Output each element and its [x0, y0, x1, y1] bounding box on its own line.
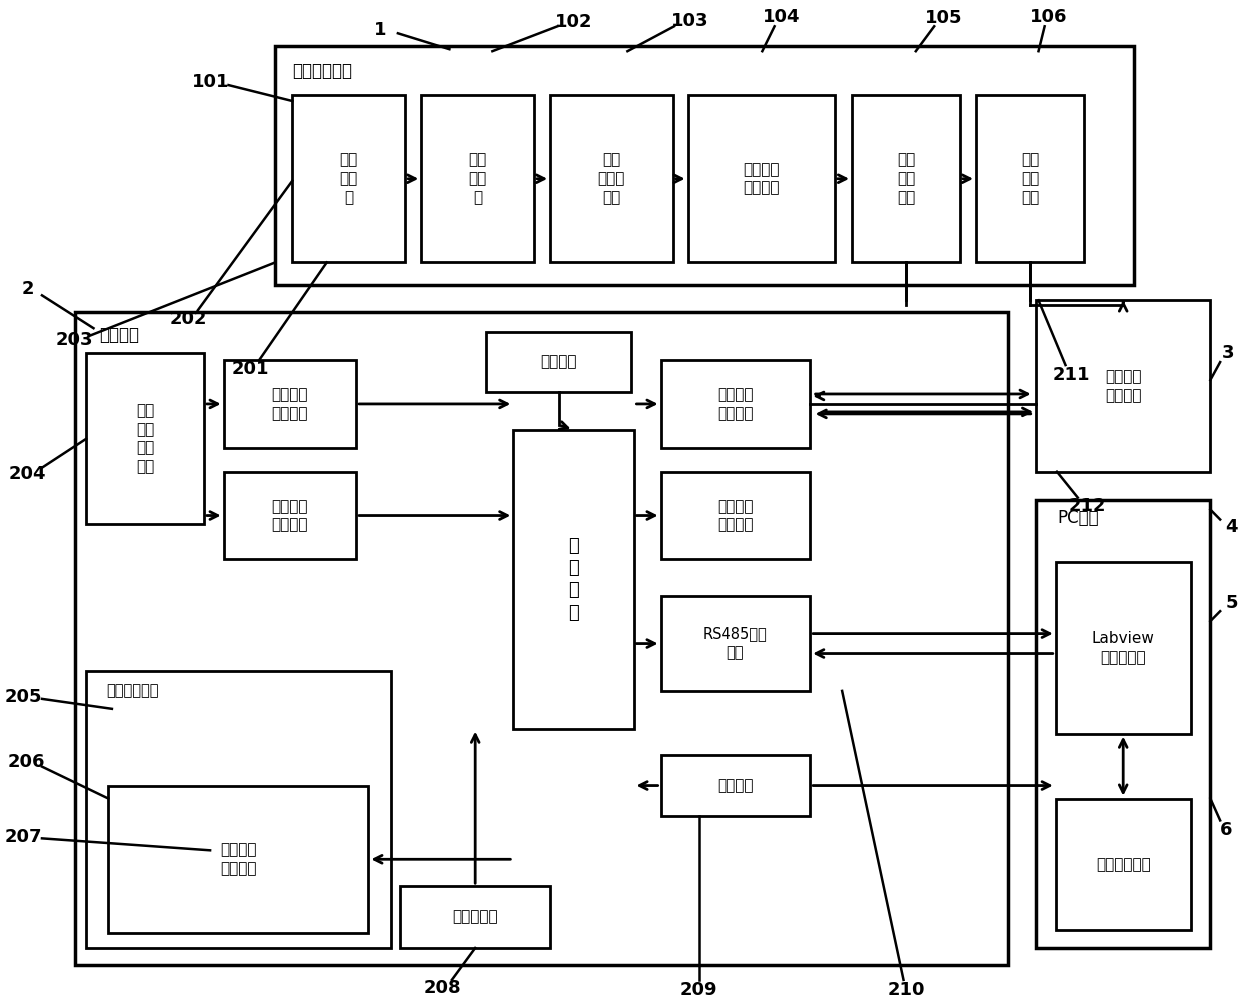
Text: 图像聚焦
处理系统: 图像聚焦 处理系统 — [1105, 369, 1142, 403]
Text: 曝闪信号
输出模块: 曝闪信号 输出模块 — [717, 499, 754, 532]
Bar — [293, 95, 405, 263]
Bar — [1055, 799, 1190, 930]
Text: 主控制板: 主控制板 — [99, 327, 140, 344]
Text: 复位模块: 复位模块 — [717, 778, 754, 793]
Bar — [86, 671, 391, 948]
Text: 数据
采集
卡: 数据 采集 卡 — [340, 152, 358, 204]
Text: 数据
上传
模块: 数据 上传 模块 — [1021, 152, 1039, 204]
Bar — [1055, 562, 1190, 733]
Text: RS485电路
模块: RS485电路 模块 — [703, 626, 768, 660]
Text: 协议
封装
模块: 协议 封装 模块 — [897, 152, 915, 204]
Text: 105: 105 — [925, 9, 962, 27]
Text: PC系统: PC系统 — [1056, 509, 1099, 526]
Text: 人机交互界面: 人机交互界面 — [1096, 857, 1151, 872]
Bar — [223, 360, 356, 448]
Text: 1: 1 — [374, 21, 387, 39]
Text: 106: 106 — [1029, 8, 1066, 25]
Text: 曝闪信号
输入模块: 曝闪信号 输入模块 — [272, 499, 308, 532]
Text: 频闪信号
输入模块: 频闪信号 输入模块 — [272, 387, 308, 421]
Bar — [486, 333, 631, 392]
Text: 2: 2 — [21, 281, 33, 299]
Text: Labview
上位机模块: Labview 上位机模块 — [1091, 631, 1154, 665]
Text: 4: 4 — [1225, 518, 1238, 536]
Text: 206: 206 — [7, 753, 45, 771]
Text: 208: 208 — [424, 979, 461, 997]
Text: 3: 3 — [1221, 344, 1234, 362]
Text: 211: 211 — [1053, 366, 1090, 384]
Text: 振荡器模块: 振荡器模块 — [453, 910, 498, 925]
Bar — [661, 596, 810, 691]
Bar — [687, 95, 835, 263]
Text: 6: 6 — [1220, 821, 1233, 839]
Bar — [108, 786, 368, 933]
Bar — [661, 755, 810, 817]
Text: 热敏传感模块: 热敏传感模块 — [105, 683, 159, 698]
Text: 5: 5 — [1225, 594, 1238, 612]
Text: 102: 102 — [556, 13, 593, 31]
Bar — [976, 95, 1084, 263]
Text: 212: 212 — [1069, 497, 1106, 515]
Bar — [86, 353, 203, 524]
Text: 图像特征
提取模块: 图像特征 提取模块 — [743, 162, 780, 195]
Text: 解析
数据
包: 解析 数据 包 — [469, 152, 487, 204]
Bar — [223, 472, 356, 559]
Text: 103: 103 — [671, 12, 708, 30]
Text: 209: 209 — [680, 981, 717, 999]
Text: 热敏传感
主控电路: 热敏传感 主控电路 — [219, 843, 257, 876]
Text: 频闪信号
输出模块: 频闪信号 输出模块 — [717, 387, 754, 421]
Text: 信号
输入
控制
电路: 信号 输入 控制 电路 — [136, 404, 154, 474]
Bar — [275, 46, 1135, 286]
Text: 104: 104 — [763, 8, 800, 26]
Bar — [401, 886, 551, 948]
Bar — [513, 430, 634, 728]
Bar — [1037, 301, 1210, 472]
Bar — [551, 95, 673, 263]
Bar — [422, 95, 534, 263]
Text: 201: 201 — [232, 360, 269, 378]
Bar — [76, 313, 1008, 965]
Text: 图像采集装置: 图像采集装置 — [293, 62, 352, 80]
Text: 控
制
芯
片: 控 制 芯 片 — [568, 537, 579, 621]
Bar — [661, 472, 810, 559]
Text: 205: 205 — [5, 688, 42, 706]
Text: 203: 203 — [56, 331, 93, 349]
Bar — [661, 360, 810, 448]
Text: 101: 101 — [192, 73, 229, 91]
Text: 207: 207 — [5, 829, 42, 847]
Text: 202: 202 — [170, 310, 207, 328]
Text: 204: 204 — [9, 465, 46, 483]
Text: 210: 210 — [888, 981, 925, 999]
Text: 图像
预处理
模块: 图像 预处理 模块 — [598, 152, 625, 204]
Text: 电源模块: 电源模块 — [541, 355, 577, 370]
Bar — [1037, 500, 1210, 948]
Bar — [852, 95, 960, 263]
